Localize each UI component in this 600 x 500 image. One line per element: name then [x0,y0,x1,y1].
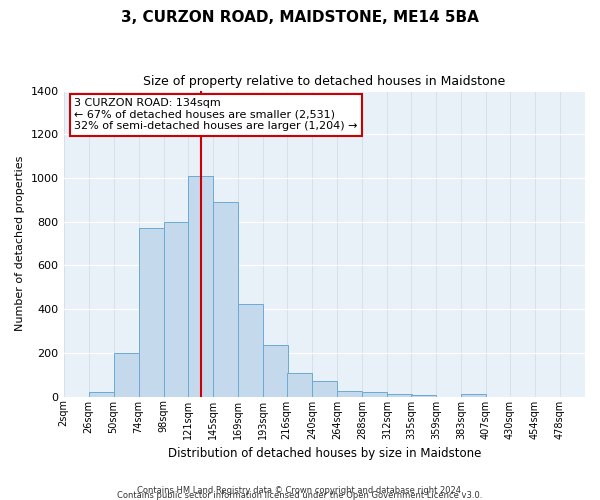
Bar [387,394,412,396]
Bar [89,392,113,396]
X-axis label: Distribution of detached houses by size in Maidstone: Distribution of detached houses by size … [167,447,481,460]
Bar [113,353,139,397]
Text: 3, CURZON ROAD, MAIDSTONE, ME14 5BA: 3, CURZON ROAD, MAIDSTONE, ME14 5BA [121,10,479,25]
Bar [287,372,312,396]
Bar [139,228,164,396]
Bar [263,346,288,397]
Bar [212,202,238,396]
Y-axis label: Number of detached properties: Number of detached properties [15,156,25,332]
Bar [312,382,337,396]
Bar [238,304,263,396]
Bar [164,222,188,396]
Bar [337,390,362,396]
Text: Contains public sector information licensed under the Open Government Licence v3: Contains public sector information licen… [118,491,482,500]
Bar [188,176,212,396]
Title: Size of property relative to detached houses in Maidstone: Size of property relative to detached ho… [143,75,505,88]
Bar [461,394,486,396]
Bar [362,392,387,396]
Bar [411,395,436,396]
Text: Contains HM Land Registry data © Crown copyright and database right 2024.: Contains HM Land Registry data © Crown c… [137,486,463,495]
Text: 3 CURZON ROAD: 134sqm
← 67% of detached houses are smaller (2,531)
32% of semi-d: 3 CURZON ROAD: 134sqm ← 67% of detached … [74,98,358,132]
